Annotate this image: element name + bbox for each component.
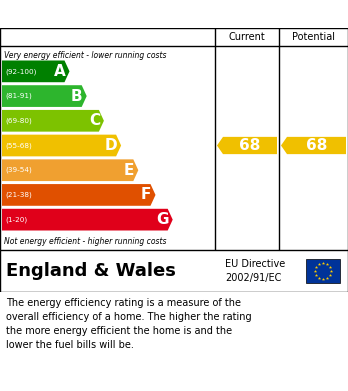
Text: Current: Current xyxy=(229,32,266,42)
Text: Potential: Potential xyxy=(292,32,335,42)
Text: Not energy efficient - higher running costs: Not energy efficient - higher running co… xyxy=(4,237,166,246)
Polygon shape xyxy=(2,110,104,132)
Polygon shape xyxy=(2,85,87,107)
Text: (21-38): (21-38) xyxy=(5,192,32,198)
Polygon shape xyxy=(217,137,277,154)
Text: EU Directive
2002/91/EC: EU Directive 2002/91/EC xyxy=(225,259,285,283)
Text: The energy efficiency rating is a measure of the
overall efficiency of a home. T: The energy efficiency rating is a measur… xyxy=(6,298,252,350)
Text: B: B xyxy=(71,89,83,104)
Text: Energy Efficiency Rating: Energy Efficiency Rating xyxy=(73,7,275,22)
Polygon shape xyxy=(2,209,173,231)
Polygon shape xyxy=(2,184,156,206)
Text: G: G xyxy=(156,212,169,227)
Text: C: C xyxy=(89,113,100,128)
Polygon shape xyxy=(2,135,121,156)
Text: A: A xyxy=(54,64,65,79)
Text: (81-91): (81-91) xyxy=(5,93,32,99)
Text: F: F xyxy=(141,187,151,203)
Polygon shape xyxy=(281,137,346,154)
Text: 68: 68 xyxy=(306,138,327,153)
Text: (69-80): (69-80) xyxy=(5,118,32,124)
Text: England & Wales: England & Wales xyxy=(6,262,176,280)
Text: (39-54): (39-54) xyxy=(5,167,32,174)
Text: Very energy efficient - lower running costs: Very energy efficient - lower running co… xyxy=(4,50,166,59)
Text: D: D xyxy=(104,138,117,153)
Bar xyxy=(306,259,340,283)
Text: (92-100): (92-100) xyxy=(5,68,37,75)
Text: (55-68): (55-68) xyxy=(5,142,32,149)
Polygon shape xyxy=(2,160,138,181)
Text: E: E xyxy=(124,163,134,178)
Polygon shape xyxy=(2,61,70,82)
Text: 68: 68 xyxy=(239,138,261,153)
Text: (1-20): (1-20) xyxy=(5,216,27,223)
